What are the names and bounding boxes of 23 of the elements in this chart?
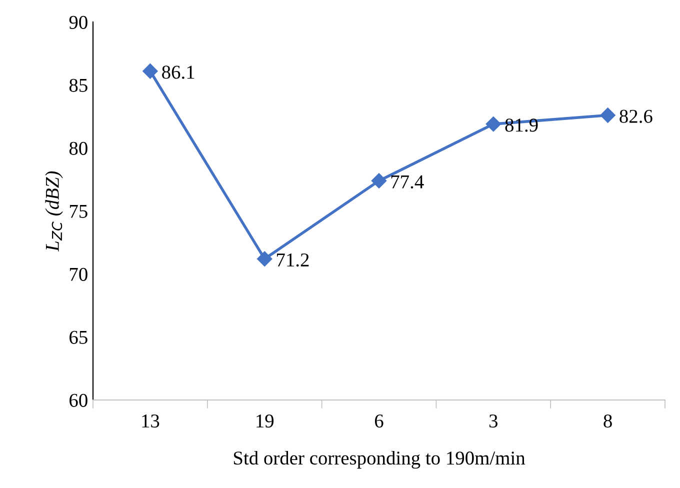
point — [600, 108, 616, 123]
y-tick-label: 70 — [70, 268, 88, 281]
y-tick-label: 75 — [70, 205, 88, 218]
y-tick-label: 80 — [69, 142, 88, 155]
x-tick-label: 6 — [374, 414, 384, 428]
data-label: 82.6 — [620, 110, 652, 123]
point — [486, 116, 501, 132]
point — [371, 173, 387, 188]
x-tick-label: 13 — [142, 414, 160, 428]
data-label: 71.2 — [276, 253, 309, 267]
point — [257, 251, 272, 266]
data-label: 86.1 — [162, 66, 194, 79]
y-tick-label: 65 — [70, 330, 88, 344]
point — [142, 64, 158, 79]
data-label: 77.4 — [391, 175, 424, 188]
y-tick-label: 85 — [69, 78, 88, 92]
x-tick-label: 19 — [256, 414, 274, 428]
y-tick-label: 60 — [70, 394, 88, 407]
y-tick-label: 90 — [69, 16, 88, 29]
x-axis-title: Std order corresponding to 190m/min — [234, 450, 526, 469]
y-axis-title: L$_{ZC}$ (dBZ) — [45, 171, 63, 252]
x-tick-label: 3 — [489, 414, 498, 428]
x-tick-label: 8 — [604, 414, 612, 428]
